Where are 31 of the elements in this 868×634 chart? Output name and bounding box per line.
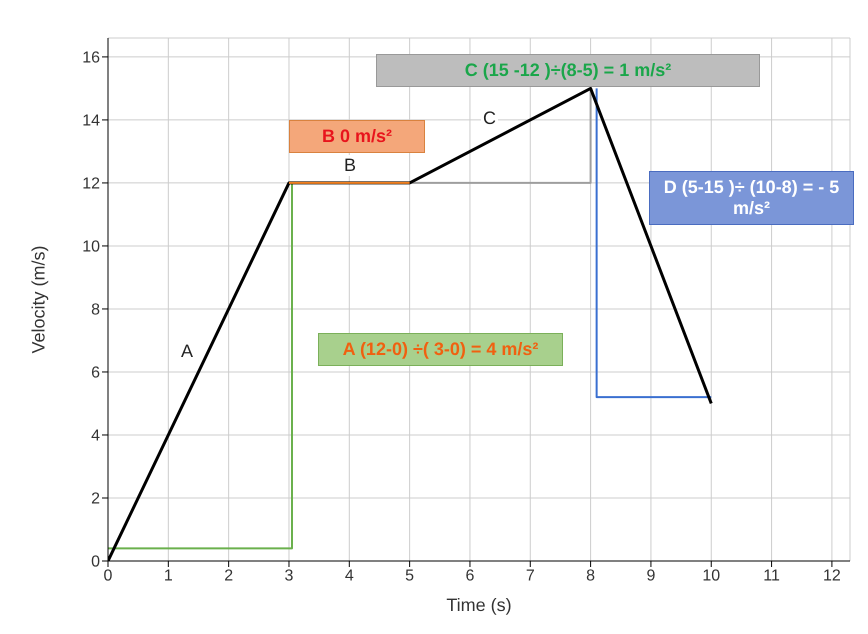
y-tick-label: 10 bbox=[82, 238, 100, 256]
x-tick-label: 8 bbox=[586, 567, 596, 584]
y-tick-label: 2 bbox=[91, 490, 100, 508]
y-tick-label: 12 bbox=[82, 176, 100, 193]
x-tick-label: 9 bbox=[646, 567, 656, 584]
x-axis-title: Time (s) bbox=[446, 595, 512, 615]
x-tick-label: 11 bbox=[763, 567, 780, 584]
y-axis-title: Velocity (m/s) bbox=[28, 245, 48, 354]
x-tick-label: 12 bbox=[823, 567, 841, 584]
callout-box: C (15 -12 )÷(8-5) = 1 m/s² bbox=[376, 54, 760, 87]
x-tick-label: 4 bbox=[344, 567, 354, 584]
x-tick-label: 5 bbox=[405, 567, 414, 584]
y-tick-label: 16 bbox=[82, 50, 100, 67]
y-tick-label: 6 bbox=[91, 364, 100, 382]
y-tick-label: 4 bbox=[91, 428, 100, 445]
y-tick-label: 8 bbox=[91, 302, 100, 319]
x-tick-label: 10 bbox=[702, 567, 720, 584]
y-tick-label: 0 bbox=[91, 554, 100, 571]
y-tick-label: 14 bbox=[82, 112, 100, 130]
callout-box: B 0 m/s² bbox=[289, 120, 425, 153]
x-tick-label: 6 bbox=[466, 567, 474, 584]
callout-box: D (5-15 )÷ (10-8) = - 5 m/s² bbox=[649, 171, 854, 225]
x-tick-label: 1 bbox=[164, 567, 173, 584]
x-tick-label: 2 bbox=[224, 567, 234, 584]
x-tick-label: 3 bbox=[284, 567, 294, 584]
annotation: B bbox=[342, 155, 358, 176]
annotation: A bbox=[179, 341, 196, 362]
annotation: C bbox=[481, 108, 498, 129]
x-tick-label: 7 bbox=[526, 567, 535, 584]
callout-box: A (12-0) ÷( 3-0) = 4 m/s² bbox=[318, 333, 563, 366]
x-tick-label: 0 bbox=[104, 567, 113, 584]
